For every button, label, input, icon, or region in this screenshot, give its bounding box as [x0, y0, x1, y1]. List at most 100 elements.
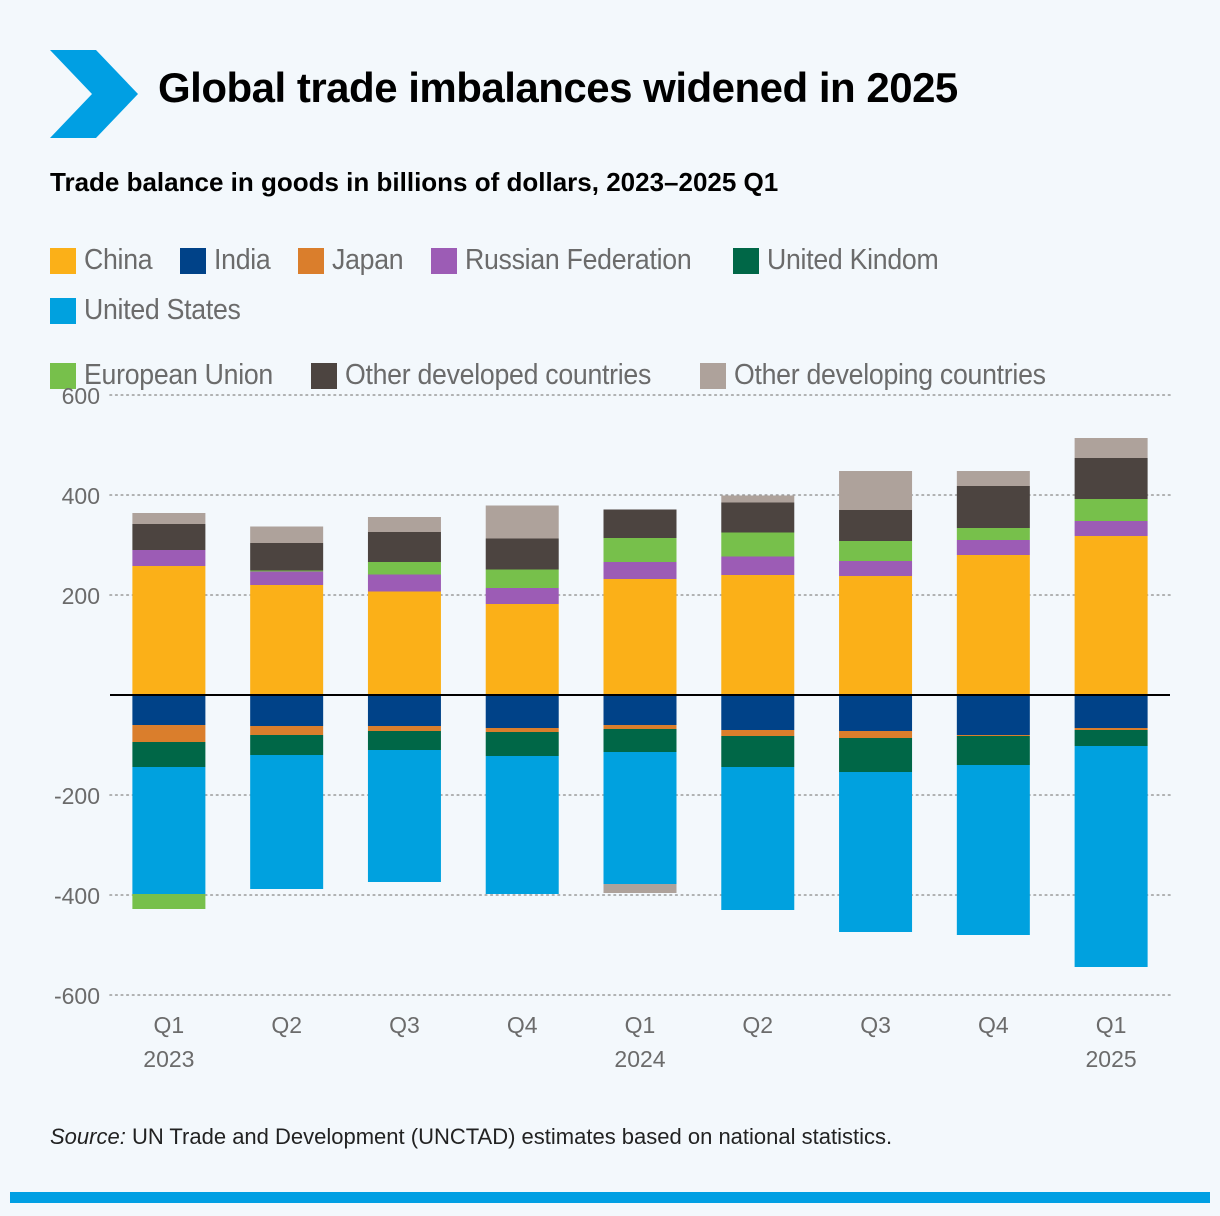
source-text: UN Trade and Development (UNCTAD) estima…: [125, 1124, 893, 1149]
bar-segment: [1074, 499, 1148, 521]
x-year-label: 2025: [1086, 1046, 1137, 1072]
y-tick-label: -400: [54, 883, 100, 909]
bar-segment: [956, 735, 1030, 736]
y-tick-label: 600: [62, 383, 100, 409]
bar-segment: [839, 731, 913, 738]
bar-segment: [367, 726, 441, 731]
legend-item: India: [180, 243, 275, 278]
bar-segment: [721, 695, 795, 730]
bar-segment: [956, 486, 1030, 528]
legend-label: India: [214, 244, 271, 276]
bar-segment: [603, 538, 677, 562]
bar-segment: [956, 471, 1030, 486]
bar-segment: [721, 767, 795, 910]
source-label: Source:: [50, 1124, 126, 1149]
bar-segment: [839, 772, 913, 932]
bar-segment: [1074, 746, 1148, 967]
bar-segment: [485, 588, 559, 604]
bar-segment: [603, 509, 677, 538]
bar-segment: [1074, 458, 1148, 499]
x-tick-label: Q3: [389, 1012, 420, 1038]
y-tick-label: -200: [54, 783, 100, 809]
bar-segment: [721, 532, 795, 557]
x-tick-label: Q4: [507, 1012, 538, 1038]
x-tick-label: Q1: [154, 1012, 185, 1038]
bar-segment: [839, 738, 913, 772]
legend-label: Other developing countries: [734, 359, 1046, 391]
y-tick-label: 400: [62, 483, 100, 509]
bar-segment: [956, 695, 1030, 735]
x-year-label: 2023: [143, 1046, 194, 1072]
bar-segment: [839, 695, 913, 731]
bar-segment: [250, 543, 324, 571]
bar-segment: [132, 695, 206, 725]
bar-segment: [1074, 536, 1148, 695]
legend-item: Russian Federation: [431, 243, 711, 278]
x-year-label: 2024: [614, 1046, 665, 1072]
bar-segment: [250, 735, 324, 755]
x-tick-label: Q2: [271, 1012, 302, 1038]
x-tick-label: Q4: [978, 1012, 1009, 1038]
bar-segment: [1074, 521, 1148, 536]
bar-segment: [367, 532, 441, 562]
legend-swatch: [311, 362, 338, 389]
legend-swatch: [431, 247, 458, 274]
x-tick-label: Q2: [742, 1012, 773, 1038]
bar-segment: [367, 731, 441, 750]
legend-swatch: [700, 362, 727, 389]
legend-item: United Kindom: [733, 243, 953, 278]
bar-segment: [956, 736, 1030, 765]
bar-segment: [956, 555, 1030, 695]
bar-segment: [839, 561, 913, 576]
bar-segment: [603, 884, 677, 893]
bar-segment: [367, 574, 441, 592]
bar-segment: [721, 736, 795, 767]
bar-segment: [250, 526, 324, 543]
bar-segment: [132, 767, 206, 894]
legend-label: Other developed countries: [345, 359, 652, 391]
bar-segment: [250, 571, 324, 585]
bar-segment: [132, 894, 206, 909]
source-note: Source: UN Trade and Development (UNCTAD…: [50, 1124, 892, 1150]
legend-swatch: [180, 247, 207, 274]
bar-segment: [603, 729, 677, 752]
chart-legend: China India Japan Russian Federation United …: [50, 243, 1180, 393]
bar-segment: [250, 570, 324, 572]
bar-segment: [250, 755, 324, 889]
bar-segment: [1074, 730, 1148, 746]
legend-swatch: [50, 362, 76, 389]
bar-segment: [367, 517, 441, 532]
bar-segment: [367, 591, 441, 695]
bottom-accent-rule: [10, 1192, 1210, 1203]
bar-segment: [132, 524, 206, 550]
bar-segment: [367, 750, 441, 882]
legend-item: China: [50, 243, 158, 278]
bar-segment: [485, 538, 559, 570]
bar-segment: [485, 756, 559, 894]
bar-segment: [367, 562, 441, 575]
bar-segment: [485, 569, 559, 588]
y-tick-label: -600: [54, 983, 100, 1009]
bar-segment: [603, 695, 677, 725]
bar-segment: [603, 752, 677, 884]
bar-segment: [721, 495, 795, 503]
legend-item: Japan: [297, 243, 410, 278]
bar-segment: [132, 550, 206, 566]
bar-segment: [250, 585, 324, 695]
stacked-bar-chart: 600 400 200 -200 -400 -600 Q1 2023 Q2 Q3 Q4 Q1 2024 Q…: [54, 383, 1171, 1072]
bar-segment: [1074, 438, 1148, 458]
legend-label: China: [84, 244, 153, 276]
bar-segment: [839, 541, 913, 561]
bar-segment: [721, 502, 795, 533]
bar-segment: [485, 604, 559, 695]
x-tick-label: Q3: [860, 1012, 891, 1038]
legend-item: Other developed countries: [311, 358, 678, 393]
bar-segment: [132, 566, 206, 695]
chevron-logo-icon: [50, 50, 138, 138]
bar-segment: [250, 726, 324, 735]
legend-swatch: [50, 297, 76, 324]
bar-segment: [132, 513, 206, 524]
x-tick-label: Q1: [1096, 1012, 1127, 1038]
bar-segment: [839, 510, 913, 541]
bar-segment: [603, 579, 677, 695]
